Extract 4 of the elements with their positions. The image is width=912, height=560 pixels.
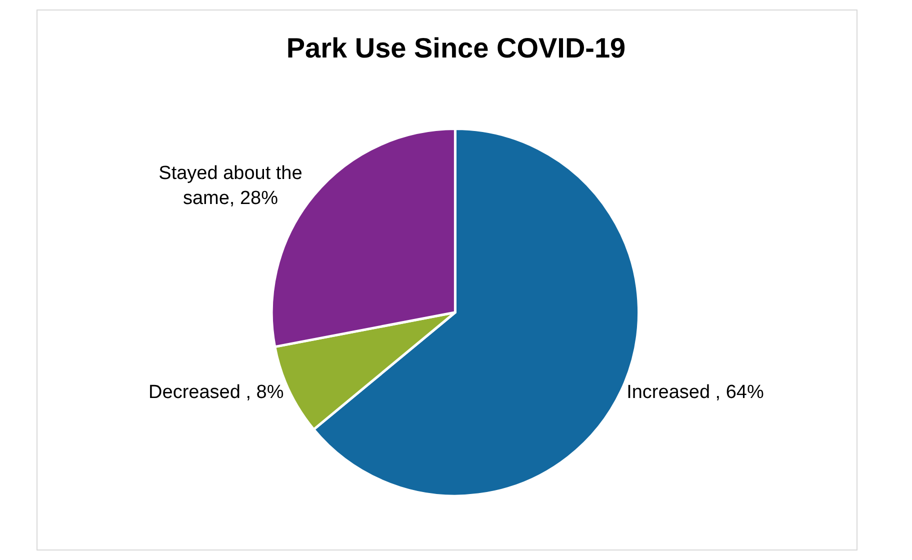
chart-title: Park Use Since COVID-19	[286, 32, 626, 64]
slice-label: Stayed about the same, 28%	[158, 163, 302, 209]
slice-label: Increased , 64%	[626, 382, 764, 403]
slice-label: Decreased , 8%	[148, 382, 284, 403]
